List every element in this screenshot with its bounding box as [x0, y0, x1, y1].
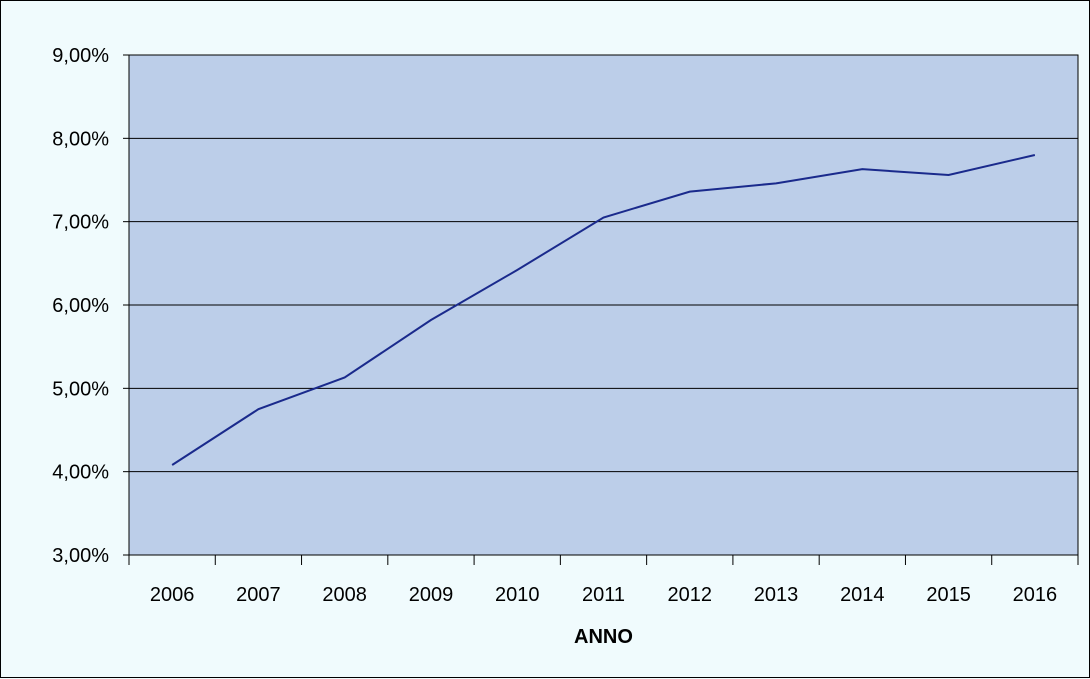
y-axis: 3,00% 4,00% 5,00% 6,00% 7,00% 8,00% 9,00%	[52, 45, 129, 567]
x-tick-label: 2016	[1013, 584, 1058, 606]
x-tick-label: 2010	[495, 584, 540, 606]
y-tick-label: 6,00%	[52, 295, 109, 317]
y-tick-label: 8,00%	[52, 128, 109, 150]
x-tick-label: 2012	[668, 584, 713, 606]
x-tick-label: 2014	[840, 584, 885, 606]
x-tick-label: 2008	[322, 584, 367, 606]
series-line	[171, 154, 1036, 466]
x-tick-label: 2011	[582, 584, 625, 606]
x-axis: 2006 2007 2008 2009 2010 2011 2012 2013 2014 2015…	[128, 555, 1079, 606]
x-axis-title: ANNO	[574, 626, 633, 648]
y-tick-label: 9,00%	[52, 45, 109, 67]
x-tick-label: 2007	[236, 584, 281, 606]
grid-lines	[129, 54, 1078, 473]
x-tick-label: 2015	[926, 584, 971, 606]
y-tick-label: 4,00%	[52, 462, 109, 484]
y-tick-label: 3,00%	[52, 545, 109, 567]
x-tick-label: 2009	[409, 584, 454, 606]
x-tick-label: 2006	[150, 584, 195, 606]
y-tick-label: 5,00%	[52, 378, 109, 400]
x-tick-label: 2013	[754, 584, 799, 606]
y-tick-label: 7,00%	[52, 212, 109, 234]
